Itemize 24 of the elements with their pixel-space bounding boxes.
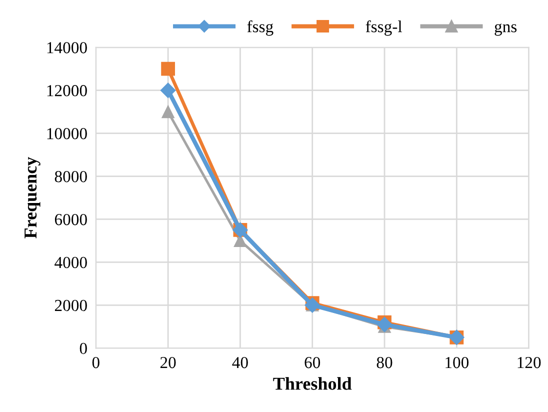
y-tick-label: 14000 — [47, 42, 87, 54]
y-axis-title: Frequency — [24, 156, 40, 238]
point — [160, 82, 176, 98]
y-tick-label: 6000 — [54, 214, 87, 226]
y-tick-label: 8000 — [54, 170, 87, 182]
y-tick-label: 4000 — [54, 256, 87, 268]
y-tick-label: 0 — [80, 342, 87, 354]
x-tick-label: 0 — [92, 356, 100, 368]
point — [161, 62, 175, 76]
x-axis-title: Threshold — [273, 377, 352, 390]
x-tick-label: 40 — [232, 356, 248, 368]
x-tick-label: 60 — [304, 356, 320, 368]
y-tick-label: 2000 — [54, 300, 87, 312]
legend-label: fssg — [247, 20, 274, 36]
legend-label: fssg-l — [366, 20, 402, 36]
y-tick-label: 12000 — [47, 85, 87, 96]
point — [376, 316, 392, 332]
point — [162, 106, 174, 118]
x-tick-label: 80 — [376, 356, 392, 368]
x-tick-label: 120 — [518, 356, 541, 368]
x-tick-label: 100 — [446, 356, 469, 368]
x-tick-label: 20 — [160, 356, 176, 368]
legend-label: gns — [494, 24, 517, 36]
y-tick-label: 10000 — [47, 128, 87, 140]
